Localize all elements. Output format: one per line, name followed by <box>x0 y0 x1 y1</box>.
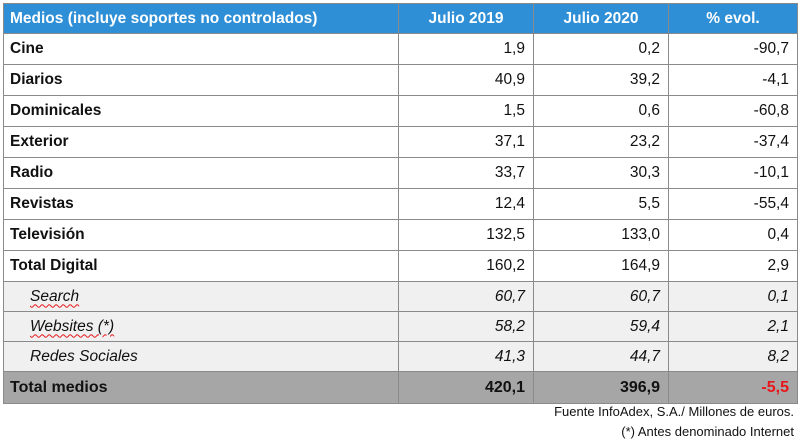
value-2020: 44,7 <box>533 341 669 372</box>
value-2019: 12,4 <box>398 188 534 220</box>
row-label: Televisión <box>3 219 399 251</box>
row-label: Cine <box>3 33 399 65</box>
value-evol: 2,9 <box>668 250 798 282</box>
value-2019: 58,2 <box>398 311 534 342</box>
value-2020: 5,5 <box>533 188 669 220</box>
value-2020: 23,2 <box>533 126 669 158</box>
value-2020: 59,4 <box>533 311 669 342</box>
value-2020: 0,2 <box>533 33 669 65</box>
value-evol: 8,2 <box>668 341 798 372</box>
table-subrow-redes-sociales: Redes Sociales 41,3 44,7 8,2 <box>3 341 798 372</box>
value-2019: 33,7 <box>398 157 534 189</box>
total-2019: 420,1 <box>398 371 534 404</box>
header-medios: Medios (incluye soportes no controlados) <box>3 3 399 34</box>
subrow-label-cell: Search <box>3 281 399 312</box>
table-subrow-websites: Websites (*) 58,2 59,4 2,1 <box>3 311 798 342</box>
value-evol: -10,1 <box>668 157 798 189</box>
media-investment-table: Medios (incluye soportes no controlados)… <box>3 3 798 404</box>
value-2019: 160,2 <box>398 250 534 282</box>
header-julio-2019: Julio 2019 <box>398 3 534 34</box>
table-row-radio: Radio 33,7 30,3 -10,1 <box>3 157 798 189</box>
row-label: Exterior <box>3 126 399 158</box>
subrow-label-cell: Redes Sociales <box>3 341 399 372</box>
value-2020: 60,7 <box>533 281 669 312</box>
value-2020: 164,9 <box>533 250 669 282</box>
header-julio-2020: Julio 2020 <box>533 3 669 34</box>
value-evol: -4,1 <box>668 64 798 96</box>
header-evol: % evol. <box>668 3 798 34</box>
table-subrow-search: Search 60,7 60,7 0,1 <box>3 281 798 312</box>
value-2020: 39,2 <box>533 64 669 96</box>
value-2020: 0,6 <box>533 95 669 127</box>
table-row-revistas: Revistas 12,4 5,5 -55,4 <box>3 188 798 220</box>
source-note: Fuente InfoAdex, S.A./ Millones de euros… <box>554 404 794 419</box>
row-label: Revistas <box>3 188 399 220</box>
value-evol: 0,1 <box>668 281 798 312</box>
footnote: (*) Antes denominado Internet <box>621 424 794 439</box>
row-label: Total Digital <box>3 250 399 282</box>
value-evol: 0,4 <box>668 219 798 251</box>
value-2019: 60,7 <box>398 281 534 312</box>
total-2020: 396,9 <box>533 371 669 404</box>
table-row-cine: Cine 1,9 0,2 -90,7 <box>3 33 798 65</box>
value-2019: 132,5 <box>398 219 534 251</box>
total-label: Total medios <box>3 371 399 404</box>
table-row-dominicales: Dominicales 1,5 0,6 -60,8 <box>3 95 798 127</box>
table-row-television: Televisión 132,5 133,0 0,4 <box>3 219 798 251</box>
row-label: Radio <box>3 157 399 189</box>
value-evol: 2,1 <box>668 311 798 342</box>
value-evol: -90,7 <box>668 33 798 65</box>
value-2019: 40,9 <box>398 64 534 96</box>
subrow-label-cell: Websites (*) <box>3 311 399 342</box>
subrow-label: Websites (*) <box>30 317 115 335</box>
row-label: Diarios <box>3 64 399 96</box>
value-evol: -60,8 <box>668 95 798 127</box>
value-2020: 30,3 <box>533 157 669 189</box>
table-row-total-medios: Total medios 420,1 396,9 -5,5 <box>3 371 798 404</box>
value-evol: -55,4 <box>668 188 798 220</box>
value-2020: 133,0 <box>533 219 669 251</box>
row-label: Dominicales <box>3 95 399 127</box>
value-evol: -37,4 <box>668 126 798 158</box>
value-2019: 37,1 <box>398 126 534 158</box>
value-2019: 1,5 <box>398 95 534 127</box>
subrow-label: Redes Sociales <box>30 347 138 365</box>
value-2019: 41,3 <box>398 341 534 372</box>
table-row-exterior: Exterior 37,1 23,2 -37,4 <box>3 126 798 158</box>
subrow-label: Search <box>30 287 80 305</box>
table-header-row: Medios (incluye soportes no controlados)… <box>3 3 798 34</box>
table-row-diarios: Diarios 40,9 39,2 -4,1 <box>3 64 798 96</box>
value-2019: 1,9 <box>398 33 534 65</box>
total-evol: -5,5 <box>668 371 798 404</box>
table-row-total-digital: Total Digital 160,2 164,9 2,9 <box>3 250 798 282</box>
